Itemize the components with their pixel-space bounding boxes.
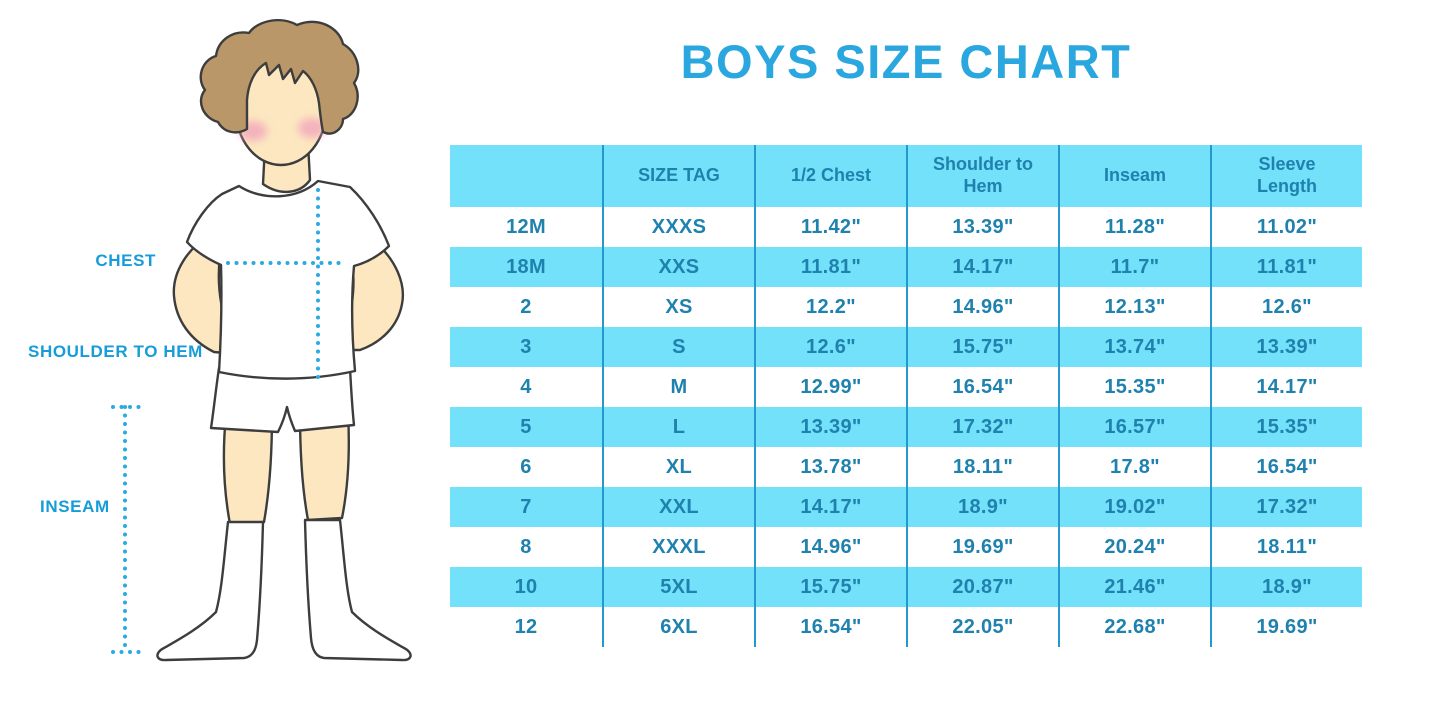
size-cell: XL	[602, 447, 754, 487]
size-cell: 12.2"	[754, 287, 906, 327]
boy-right-blush	[298, 118, 326, 138]
size-cell: 12.99"	[754, 367, 906, 407]
size-row-label: 12M	[506, 215, 546, 238]
chest-label: CHEST	[95, 251, 156, 270]
size-cell: S	[602, 327, 754, 367]
size-cell: 18.11"	[1210, 527, 1362, 567]
boy-right-leg	[298, 410, 350, 522]
column-header: Inseam	[1058, 145, 1210, 207]
size-cell: 20.24"	[1058, 527, 1210, 567]
boy-shirt	[185, 179, 391, 380]
size-cell: 15.35"	[1210, 407, 1362, 447]
page-title: BOYS SIZE CHART	[680, 35, 1132, 88]
column-header: 1/2 Chest	[754, 145, 906, 207]
size-cell: 20.87"	[906, 567, 1058, 607]
size-cell: 21.46"	[1058, 567, 1210, 607]
size-cell: XS	[602, 287, 754, 327]
column-header: SIZE TAG	[602, 145, 754, 207]
size-cell: 19.69"	[906, 527, 1058, 567]
boy-left-sock	[156, 520, 265, 662]
column-header: Shoulder to Hem	[906, 145, 1058, 207]
size-cell: 6XL	[602, 607, 754, 647]
size-cell: 15.75"	[754, 567, 906, 607]
size-cell: 15.35"	[1058, 367, 1210, 407]
size-cell: XXXL	[602, 527, 754, 567]
size-row-label: 4	[520, 375, 532, 398]
column-header: Sleeve Length	[1210, 145, 1362, 207]
size-row-label: 6	[520, 455, 532, 478]
size-cell: M	[602, 367, 754, 407]
size-cell: 15.75"	[906, 327, 1058, 367]
size-cell: 16.57"	[1058, 407, 1210, 447]
size-row-label: 5	[450, 407, 602, 447]
header-cell-empty	[450, 145, 602, 207]
size-cell: 13.39"	[754, 407, 906, 447]
size-cell: 12.6"	[1210, 287, 1362, 327]
size-cell: 22.68"	[1058, 607, 1210, 647]
size-cell: XXXS	[602, 207, 754, 247]
size-cell: 5XL	[602, 567, 754, 607]
size-row-label: 8	[520, 535, 532, 558]
size-cell: 14.17"	[1210, 367, 1362, 407]
size-cell: 19.02"	[1058, 487, 1210, 527]
boy-right-sock	[303, 518, 412, 662]
boy-hair	[199, 18, 360, 135]
size-cell: 18.11"	[906, 447, 1058, 487]
size-cell: 13.39"	[906, 207, 1058, 247]
size-cell: 14.96"	[754, 527, 906, 567]
size-cell: 16.54"	[906, 367, 1058, 407]
size-row-label: 2	[520, 295, 532, 318]
size-cell: 17.32"	[906, 407, 1058, 447]
size-cell: XXS	[602, 247, 754, 287]
size-cell: 17.8"	[1058, 447, 1210, 487]
size-table: SIZE TAG 1/2 Chest Shoulder to Hem Inseam Sl…	[450, 145, 1362, 647]
size-cell: 11.02"	[1210, 207, 1362, 247]
size-cell: 11.81"	[1210, 247, 1362, 287]
size-row-label: 10	[450, 567, 602, 607]
size-cell: 13.39"	[1210, 327, 1362, 367]
size-cell: 13.74"	[1058, 327, 1210, 367]
size-row-label: 12	[514, 615, 538, 638]
size-cell: 22.05"	[906, 607, 1058, 647]
size-row-label: 7	[450, 487, 602, 527]
size-cell: 18.9"	[906, 487, 1058, 527]
size-cell: L	[602, 407, 754, 447]
size-cell: 13.78"	[754, 447, 906, 487]
size-cell: 14.96"	[906, 287, 1058, 327]
size-row-label: 3	[450, 327, 602, 367]
size-cell: 12.6"	[754, 327, 906, 367]
size-row-label: 18M	[450, 247, 602, 287]
size-cell: 17.32"	[1210, 487, 1362, 527]
boy-figure-illustration	[111, 18, 412, 662]
size-cell: 14.17"	[906, 247, 1058, 287]
size-cell: 11.42"	[754, 207, 906, 247]
size-cell: 19.69"	[1210, 607, 1362, 647]
size-cell: 11.28"	[1058, 207, 1210, 247]
inseam-label: INSEAM	[40, 497, 110, 516]
size-cell: 16.54"	[754, 607, 906, 647]
size-cell: 11.81"	[754, 247, 906, 287]
shoulder-to-hem-label: SHOULDER TO HEM	[28, 342, 203, 361]
size-cell: 14.17"	[754, 487, 906, 527]
size-cell: 16.54"	[1210, 447, 1362, 487]
size-cell: XXL	[602, 487, 754, 527]
size-cell: 12.13"	[1058, 287, 1210, 327]
size-cell: 11.7"	[1058, 247, 1210, 287]
size-cell: 18.9"	[1210, 567, 1362, 607]
